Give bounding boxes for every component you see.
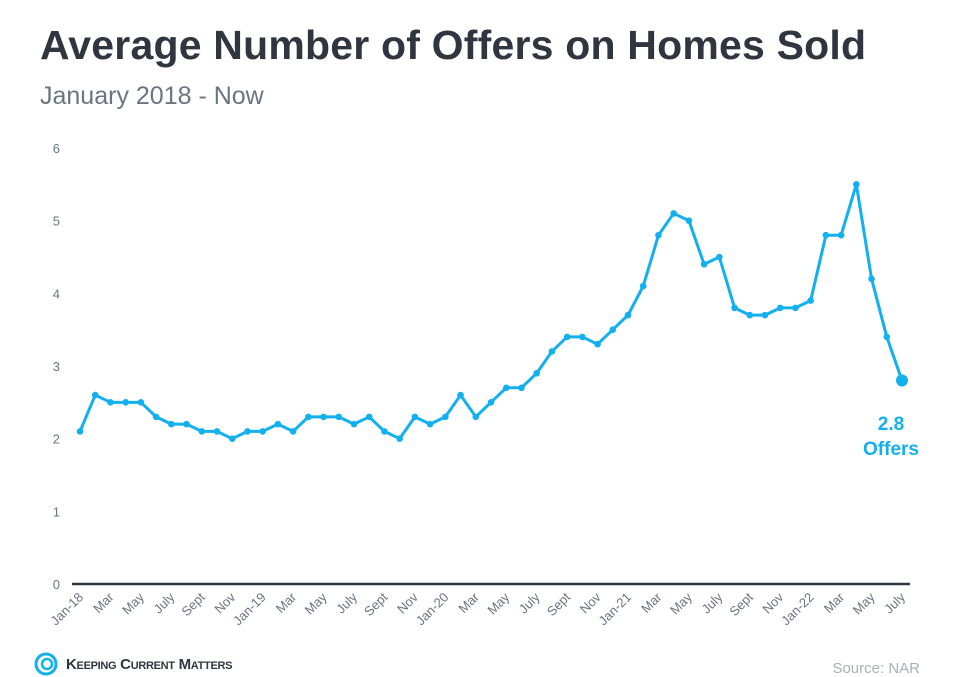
- x-tick-label: Sept: [178, 589, 208, 619]
- annotation-unit: Offers: [863, 439, 919, 460]
- x-tick-label: Mar: [455, 589, 482, 616]
- data-point: [822, 231, 830, 239]
- swirl-logo-icon: [34, 652, 58, 676]
- data-point: [335, 413, 343, 421]
- chart-subtitle: January 2018 - Now: [40, 82, 264, 110]
- data-point: [502, 384, 510, 392]
- data-point: [685, 217, 693, 224]
- data-point: [716, 253, 723, 261]
- x-tick-label: July: [881, 589, 908, 616]
- data-point: [76, 428, 84, 435]
- x-tick-label: Mar: [90, 589, 117, 616]
- data-point: [624, 311, 632, 319]
- x-tick-label: Jan-19: [230, 590, 269, 629]
- data-point: [289, 428, 297, 435]
- data-point: [868, 275, 875, 283]
- data-point: [639, 282, 647, 290]
- y-tick-label: 2: [53, 432, 60, 447]
- data-point: [896, 374, 908, 387]
- x-tick-label: Sept: [544, 589, 574, 619]
- data-point: [213, 428, 221, 435]
- data-point: [807, 297, 814, 304]
- data-point: [320, 413, 327, 421]
- x-tick-label: May: [850, 589, 878, 617]
- y-tick-label: 5: [53, 214, 60, 229]
- data-point: [579, 333, 586, 341]
- data-point: [91, 391, 99, 399]
- data-point: [259, 428, 266, 435]
- data-point: [457, 391, 464, 399]
- data-point: [594, 340, 601, 348]
- x-tick-label: Jan-22: [778, 590, 817, 629]
- data-point: [442, 413, 449, 421]
- brand-logo: Keeping Current Matters: [34, 652, 232, 676]
- data-point: [487, 399, 495, 406]
- y-tick-label: 3: [53, 359, 60, 374]
- x-tick-label: July: [150, 589, 177, 616]
- data-point: [198, 428, 206, 435]
- data-point: [107, 399, 114, 406]
- data-point: [472, 413, 480, 421]
- data-point: [137, 399, 145, 406]
- x-tick-label: Mar: [821, 589, 848, 616]
- x-tick-label: July: [333, 589, 360, 616]
- brand-name: Keeping Current Matters: [66, 655, 233, 673]
- data-point: [244, 428, 251, 435]
- y-tick-label: 6: [53, 141, 60, 156]
- x-tick-label: May: [119, 589, 147, 617]
- data-point: [563, 333, 571, 341]
- data-point: [168, 420, 175, 428]
- data-point: [776, 304, 784, 312]
- data-point: [609, 326, 617, 333]
- y-tick-label: 4: [53, 286, 60, 301]
- data-point: [883, 333, 891, 341]
- data-point: [152, 413, 160, 421]
- chart-title: Average Number of Offers on Homes Sold: [40, 22, 867, 68]
- data-point: [426, 420, 434, 428]
- data-point: [396, 435, 403, 442]
- data-point: [853, 181, 860, 188]
- data-point: [274, 420, 282, 428]
- data-point: [228, 435, 236, 442]
- x-tick-label: May: [667, 589, 695, 617]
- x-tick-label: Sept: [361, 589, 391, 619]
- data-point: [411, 413, 419, 421]
- data-point: [837, 231, 845, 239]
- data-point: [122, 399, 129, 406]
- data-point: [746, 311, 754, 319]
- x-tick-label: May: [484, 589, 512, 617]
- data-point: [700, 260, 708, 268]
- x-tick-label: Mar: [273, 589, 300, 616]
- data-point: [792, 304, 799, 312]
- data-point: [381, 428, 388, 435]
- data-point: [655, 231, 662, 239]
- data-point: [731, 304, 738, 312]
- annotation-value: 2.8: [878, 414, 904, 435]
- source-note: Source: NAR: [832, 660, 920, 677]
- x-tick-label: July: [698, 589, 725, 616]
- x-tick-label: Jan-20: [413, 590, 452, 629]
- x-tick-label: Sept: [726, 589, 756, 619]
- y-tick-label: 1: [53, 504, 60, 519]
- data-point: [533, 369, 540, 377]
- data-point: [670, 210, 677, 217]
- data-point: [183, 420, 190, 428]
- data-point: [518, 384, 525, 392]
- data-point: [548, 348, 556, 355]
- y-tick-label: 0: [53, 577, 60, 592]
- data-point: [761, 311, 769, 319]
- x-tick-label: Jan-18: [47, 590, 86, 629]
- x-tick-label: May: [302, 589, 330, 617]
- x-tick-label: Mar: [638, 589, 665, 616]
- data-point: [365, 413, 373, 421]
- x-tick-label: Jan-21: [595, 590, 634, 629]
- x-tick-label: July: [516, 589, 543, 616]
- data-point: [350, 420, 358, 428]
- data-point: [305, 413, 312, 421]
